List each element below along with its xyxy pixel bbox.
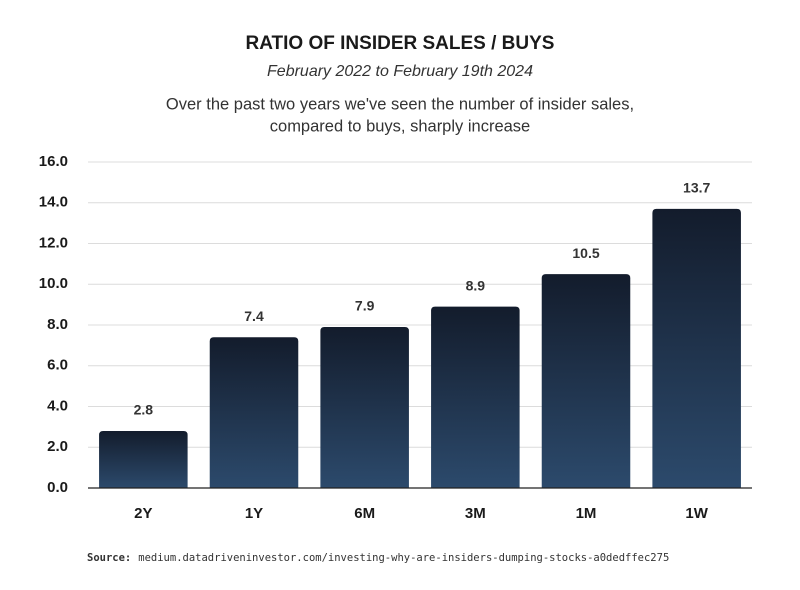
bar: [99, 430, 188, 488]
x-tick-label: 6M: [354, 505, 375, 522]
chart-title: RATIO OF INSIDER SALES / BUYS: [246, 33, 555, 54]
source-label: Source:: [87, 552, 131, 564]
y-tick-label: 6.0: [47, 357, 68, 374]
y-tick-label: 16.0: [39, 153, 68, 170]
y-tick-label: 4.0: [47, 397, 68, 414]
bar: [431, 306, 520, 488]
y-tick-label: 10.0: [39, 275, 68, 292]
description: compared to buys, sharply increase: [270, 117, 530, 135]
value-label: 2.8: [134, 402, 154, 418]
y-tick-label: 8.0: [47, 316, 68, 333]
chart-subtitle: February 2022 to February 19th 2024: [267, 63, 533, 80]
y-tick-label: 14.0: [39, 194, 68, 211]
value-label: 7.4: [244, 308, 264, 324]
bar: [320, 327, 409, 488]
value-label: 8.9: [466, 277, 486, 293]
source: Source: medium.datadriveninvestor.com/inv…: [87, 552, 669, 564]
x-tick-label: 1W: [685, 505, 708, 522]
x-tick-label: 1M: [576, 505, 597, 522]
bar: [209, 337, 299, 488]
value-label: 7.9: [355, 298, 375, 314]
x-tick-label: 1Y: [245, 505, 263, 522]
x-tick-label: 3M: [465, 505, 486, 522]
value-label: 10.5: [572, 245, 599, 261]
source-text: medium.datadriveninvestor.com/investing-…: [138, 552, 669, 564]
y-tick-label: 2.0: [47, 438, 68, 455]
value-label: 13.7: [683, 180, 710, 196]
x-tick-label: 2Y: [134, 505, 152, 522]
y-tick-label: 12.0: [39, 234, 68, 251]
y-tick-label: 0.0: [47, 479, 68, 496]
bar: [541, 274, 631, 488]
bar: [652, 208, 741, 489]
description: Over the past two years we've seen the n…: [166, 95, 634, 113]
